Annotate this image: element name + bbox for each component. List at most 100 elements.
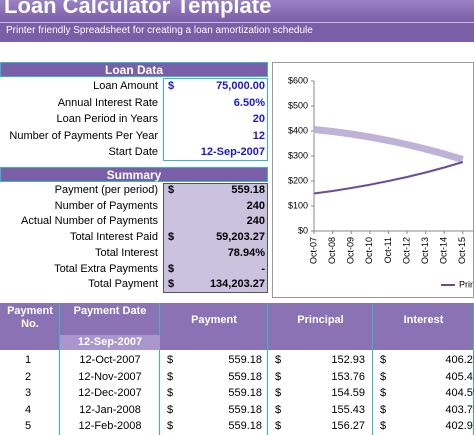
cell-currency: $ (167, 403, 174, 416)
cell-currency: $ (167, 387, 174, 399)
x-tick-label: Oct-11 (383, 237, 393, 263)
cell: 2 (24, 370, 32, 383)
value-box (163, 183, 268, 293)
x-tick-label: Oct-14 (439, 237, 449, 264)
title-bar (0, 0, 474, 22)
x-tick-label: Oct-15 (457, 237, 467, 264)
row-label: Loan Period in Years (56, 113, 158, 125)
x-tick-label: Oct-13 (420, 237, 430, 264)
y-tick-label: $100 (288, 200, 308, 210)
cell: 12-Dec-2007 (78, 387, 142, 399)
cell-value: 155.43 (331, 403, 365, 416)
row-label: Payment (per period) (54, 184, 158, 196)
y-tick-label: $500 (288, 100, 308, 110)
cell: 12-Nov-2007 (78, 370, 142, 383)
cell-value: 403.75 (445, 403, 474, 416)
cell-currency: $ (167, 370, 174, 383)
column-header: Payment Date (73, 305, 147, 317)
cell-value: 559.18 (228, 354, 262, 366)
column-header: Principal (297, 314, 344, 326)
cell-value: 404.59 (445, 387, 474, 399)
cell-currency: $ (275, 387, 282, 399)
row-value: 240 (246, 199, 265, 212)
cell: 1 (24, 354, 32, 366)
cell: 3 (24, 387, 32, 399)
x-tick-label: Oct-12 (401, 237, 411, 264)
row-label: Annual Interest Rate (57, 96, 158, 109)
row-value: 134,203.27 (209, 278, 265, 291)
row-label: Total Extra Payments (54, 262, 158, 275)
cell-currency: $ (380, 387, 387, 399)
cell: 12-Oct-2007 (79, 354, 141, 366)
cell-currency: $ (167, 420, 174, 432)
section-header: Summary (0, 167, 268, 182)
cell-currency: $ (380, 370, 387, 383)
y-tick-label: $0 (298, 225, 308, 235)
currency: $ (168, 184, 175, 196)
chart: $0 $100 $200 $300 $400 $500 $600 Oct-07 Oct-08 Oc… (272, 62, 474, 298)
cell-value: 559.18 (228, 403, 262, 416)
x-tick-label: Oct-08 (327, 237, 337, 264)
y-tick-label: $300 (288, 150, 308, 160)
row-label: Total Interest Paid (69, 231, 158, 244)
cell-currency: $ (380, 420, 387, 432)
y-tick-label: $200 (288, 175, 308, 185)
cell-value: 152.93 (331, 354, 365, 366)
subtitle-bar (0, 22, 474, 42)
row-label: Start Date (108, 146, 158, 158)
cell: 4 (24, 403, 32, 416)
series-line (313, 126, 464, 163)
cell-value: 405.42 (445, 370, 474, 383)
cell-value: 559.18 (228, 420, 262, 432)
column-divider (267, 303, 268, 435)
cell: 12-Feb-2008 (78, 420, 142, 432)
cell-currency: $ (380, 354, 387, 366)
row-value: 559.18 (231, 184, 265, 196)
column-divider (372, 303, 373, 435)
cell-currency: $ (380, 403, 387, 416)
y-tick-label: $600 (288, 75, 308, 85)
column-header: Payment (191, 314, 237, 326)
row-label: Total Interest (95, 246, 158, 259)
cell-value: 559.18 (228, 387, 262, 399)
value-box (163, 78, 268, 161)
row-value: 20 (252, 113, 265, 125)
row-label: Number of Payments Per Year (9, 129, 158, 142)
x-tick-label: Oct-09 (346, 237, 356, 264)
cell-currency: $ (275, 403, 282, 416)
row-value: 12-Sep-2007 (200, 146, 265, 158)
row-value: 12 (252, 129, 265, 142)
series-line (313, 161, 464, 195)
legend-label: Principal (459, 279, 474, 289)
currency: $ (168, 278, 175, 291)
cell: 12-Jan-2008 (79, 403, 141, 416)
row-value: 59,203.27 (216, 231, 265, 244)
cell-value: 406.25 (445, 354, 474, 366)
row-label: Number of Payments (54, 199, 158, 212)
column-divider (59, 303, 60, 435)
subtitle: Printer friendly Spreadsheet for creatin… (6, 25, 313, 36)
y-tick-label: $400 (288, 125, 308, 135)
row-value: 240 (246, 215, 265, 228)
column-header: Interest (403, 314, 444, 326)
cell-value: 559.18 (228, 370, 262, 383)
currency: $ (168, 80, 175, 92)
x-tick-label: Oct-07 (308, 237, 318, 264)
row-label: Actual Number of Payments (21, 215, 158, 228)
cell-value: 156.27 (331, 420, 365, 432)
row-value: - (261, 262, 265, 275)
cell-currency: $ (275, 370, 282, 383)
section-header: Loan Data (0, 62, 268, 77)
currency: $ (168, 262, 175, 275)
cell: 5 (24, 420, 32, 432)
cell-value: 154.59 (331, 387, 365, 399)
cell-currency: $ (275, 420, 282, 432)
row-label: Total Payment (88, 278, 158, 291)
title: Loan Calculator Template (4, 0, 272, 18)
x-tick-label: Oct-10 (364, 237, 374, 264)
row-label: Loan Amount (93, 80, 158, 92)
cell-value: 153.76 (331, 370, 365, 383)
cell-currency: $ (275, 354, 282, 366)
row-value: 78.94% (227, 246, 265, 259)
